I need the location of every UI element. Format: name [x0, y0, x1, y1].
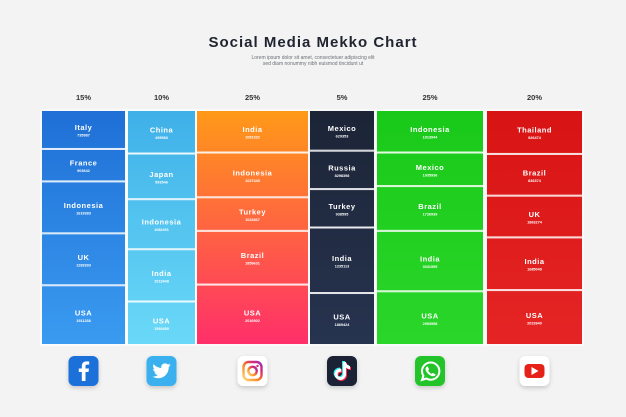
segment-country-label: Mexico — [416, 163, 444, 172]
segment-value-label: 1082491 — [154, 228, 169, 232]
chart-title: Social Media Mekko Chart — [208, 34, 418, 51]
column-border — [375, 109, 485, 346]
segment-country-label: Russia — [328, 163, 356, 172]
segment-country-label: USA — [333, 313, 350, 322]
tiktok-icon — [327, 356, 357, 386]
segment-value-label: 938595 — [336, 212, 349, 216]
instagram-icon — [237, 356, 268, 386]
segment-country-label: India — [420, 255, 440, 264]
column-background — [486, 110, 583, 345]
segment-value-label: 3031595 — [423, 265, 438, 269]
segment-country-label: Italy — [75, 123, 93, 132]
column-border — [308, 109, 376, 346]
segment-country-label: UK — [529, 210, 541, 219]
column-share-label: 20% — [527, 93, 542, 102]
column-share-label: 5% — [337, 93, 348, 102]
segment-country-label: Brazil — [418, 202, 441, 211]
segment-value-label: 495983 — [155, 136, 168, 140]
column-background — [196, 110, 309, 345]
column-background — [376, 110, 484, 345]
segment-country-label: Indonesia — [64, 201, 104, 210]
column-border — [485, 109, 584, 346]
youtube-icon — [519, 356, 550, 386]
segment-country-label: Japan — [149, 170, 173, 179]
segment-country-label: Turkey — [239, 208, 266, 217]
segment-value-label: 629353 — [336, 134, 349, 138]
column-share-label: 15% — [76, 93, 91, 102]
segment-value-label: 735987 — [77, 133, 90, 137]
segment-country-label: India — [242, 125, 262, 134]
segment-country-label: India — [332, 254, 352, 263]
column-share-label: 10% — [154, 93, 169, 102]
segment-country-label: USA — [526, 311, 543, 320]
segment-value-label: 2953958 — [423, 322, 438, 326]
whatsapp-icon — [415, 356, 445, 386]
segment-value-label: 1859631 — [245, 262, 260, 266]
segment-country-label: USA — [421, 312, 438, 321]
segment-value-label: 1027445 — [245, 179, 260, 183]
subtitle-line-2: sed diam nonummy nibh euismod tincidunt … — [262, 61, 364, 67]
segment-value-label: 1726939 — [423, 212, 438, 216]
segment-country-label: USA — [244, 308, 261, 317]
chart-subtitle: Lorem ipsum dolor sit amet, consectetuer… — [0, 55, 626, 67]
segment-country-label: UK — [78, 253, 90, 262]
segment-value-label: 1235113 — [335, 264, 350, 268]
segment-value-label: 1911238 — [76, 319, 91, 323]
segment-country-label: Indonesia — [142, 218, 182, 227]
column-background — [309, 110, 375, 345]
segment-country-label: Indonesia — [410, 125, 450, 134]
facebook-icon — [68, 356, 99, 386]
segment-value-label: 1863274 — [527, 221, 543, 225]
column-background — [127, 110, 196, 345]
segment-value-label: 1619383 — [76, 211, 91, 215]
segment-country-label: Thailand — [517, 125, 552, 134]
twitter-icon — [146, 356, 177, 386]
segment-value-label: 1013948 — [154, 279, 169, 283]
instagram-icon-tile — [237, 356, 268, 386]
column-share-label: 25% — [422, 93, 437, 102]
segment-value-label: 1593459 — [154, 327, 169, 331]
segment-value-label: 8298398 — [335, 174, 350, 178]
segment-country-label: Mexico — [328, 124, 356, 133]
segment-value-label: 2016902 — [245, 319, 260, 323]
segment-value-label: 1869424 — [335, 323, 351, 327]
segment-value-label: 593546 — [155, 180, 168, 184]
segment-value-label: 1913944 — [423, 135, 439, 139]
segment-value-label: 1081332 — [245, 135, 260, 139]
column-youtube: 20% Thailand 926474 Brazil 836374 UK 1863274 In… — [485, 93, 584, 386]
segment-country-label: USA — [75, 309, 92, 318]
segment-value-label: 2023940 — [527, 322, 542, 326]
segment-value-label: 836374 — [528, 179, 542, 183]
segment-country-label: India — [151, 269, 171, 278]
segment-value-label: 1935936 — [423, 173, 438, 177]
segment-country-label: Brazil — [523, 168, 546, 177]
whatsapp-icon-tile — [415, 356, 445, 386]
segment-country-label: Brazil — [241, 251, 264, 260]
segment-value-label: 1283393 — [76, 263, 91, 267]
column-border — [40, 109, 127, 346]
segment-value-label: 926474 — [528, 136, 542, 140]
segment-country-label: Turkey — [328, 202, 355, 211]
segment-country-label: China — [150, 125, 174, 134]
subtitle-line-1: Lorem ipsum dolor sit amet, consectetuer… — [251, 55, 375, 61]
segment-country-label: France — [70, 159, 98, 168]
segment-value-label: 1022867 — [245, 218, 260, 222]
segment-value-label: 903642 — [77, 169, 90, 173]
segment-country-label: India — [524, 257, 544, 266]
segment-country-label: USA — [153, 317, 170, 326]
segment-country-label: Indonesia — [233, 168, 273, 177]
column-share-label: 25% — [245, 93, 260, 102]
segment-value-label: 1685049 — [527, 268, 542, 272]
